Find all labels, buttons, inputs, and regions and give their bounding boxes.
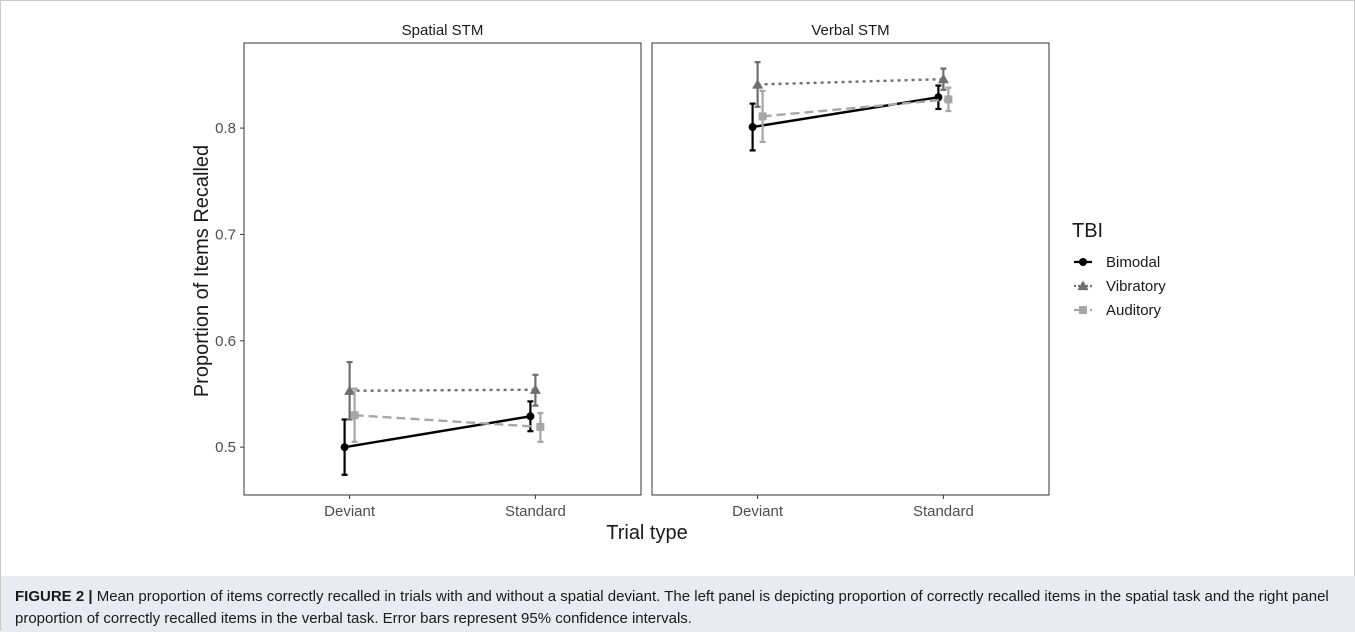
caption-label: FIGURE 2 | xyxy=(15,588,93,605)
data-point xyxy=(944,95,953,104)
data-point xyxy=(937,73,949,84)
x-tick-label: Standard xyxy=(505,503,566,520)
legend-title: TBI xyxy=(1072,220,1103,242)
legend-label: Vibratory xyxy=(1106,278,1166,295)
y-tick-label: 0.6 xyxy=(215,333,236,350)
series-auditory xyxy=(758,86,953,144)
data-point xyxy=(752,78,764,89)
panel-border xyxy=(651,42,1050,496)
series-vibratory xyxy=(752,61,949,108)
data-point xyxy=(529,384,541,394)
series-bimodal xyxy=(340,400,535,476)
legend-label: Auditory xyxy=(1106,302,1162,319)
panel-title: Spatial STM xyxy=(402,22,484,39)
series-line xyxy=(354,414,541,429)
figure-caption: FIGURE 2 | Mean proportion of items corr… xyxy=(1,576,1355,632)
data-point xyxy=(350,411,359,420)
x-tick-label: Standard xyxy=(913,503,974,520)
series-line xyxy=(757,77,944,86)
legend-item-auditory: Auditory xyxy=(1074,302,1162,319)
series-bimodal xyxy=(748,84,943,152)
panel-spatial: Spatial STM Deviant Standard 0.5 0.6 0.7 0.8 xyxy=(215,22,642,520)
series-line xyxy=(344,415,531,449)
data-point xyxy=(536,422,545,431)
data-point xyxy=(934,93,943,102)
x-tick-label: Deviant xyxy=(732,503,784,520)
legend-key-marker xyxy=(1079,258,1087,266)
y-tick-label: 0.8 xyxy=(215,120,236,137)
series-line xyxy=(762,98,949,118)
panel-border xyxy=(243,42,642,496)
y-axis-title: Proportion of Items Recalled xyxy=(191,145,213,397)
legend-key-marker xyxy=(1079,306,1087,314)
data-point xyxy=(748,123,757,132)
data-point xyxy=(758,112,767,121)
y-tick-label: 0.5 xyxy=(215,439,236,456)
data-point xyxy=(344,385,356,395)
legend-label: Bimodal xyxy=(1106,254,1160,271)
y-tick-label: 0.7 xyxy=(215,226,236,243)
series-line xyxy=(349,388,536,392)
series-auditory xyxy=(350,387,545,443)
legend-item-bimodal: Bimodal xyxy=(1074,254,1160,271)
data-point xyxy=(526,412,535,421)
chart: Spatial STM Deviant Standard 0.5 0.6 0.7 0.8 Ve… xyxy=(191,22,1166,544)
panels-layer: Spatial STM Deviant Standard 0.5 0.6 0.7 0.8 Ve… xyxy=(215,22,1050,520)
x-tick-label: Deviant xyxy=(324,503,376,520)
legend-key-marker xyxy=(1077,280,1089,291)
data-point xyxy=(340,443,349,452)
caption-text: Mean proportion of items correctly recal… xyxy=(15,588,1329,627)
panel-title: Verbal STM xyxy=(811,22,889,39)
x-axis-title: Trial type xyxy=(606,522,688,544)
panel-verbal: Verbal STM Deviant Standard xyxy=(651,22,1050,520)
legend-item-vibratory: Vibratory xyxy=(1074,278,1166,295)
series-vibratory xyxy=(344,360,541,421)
